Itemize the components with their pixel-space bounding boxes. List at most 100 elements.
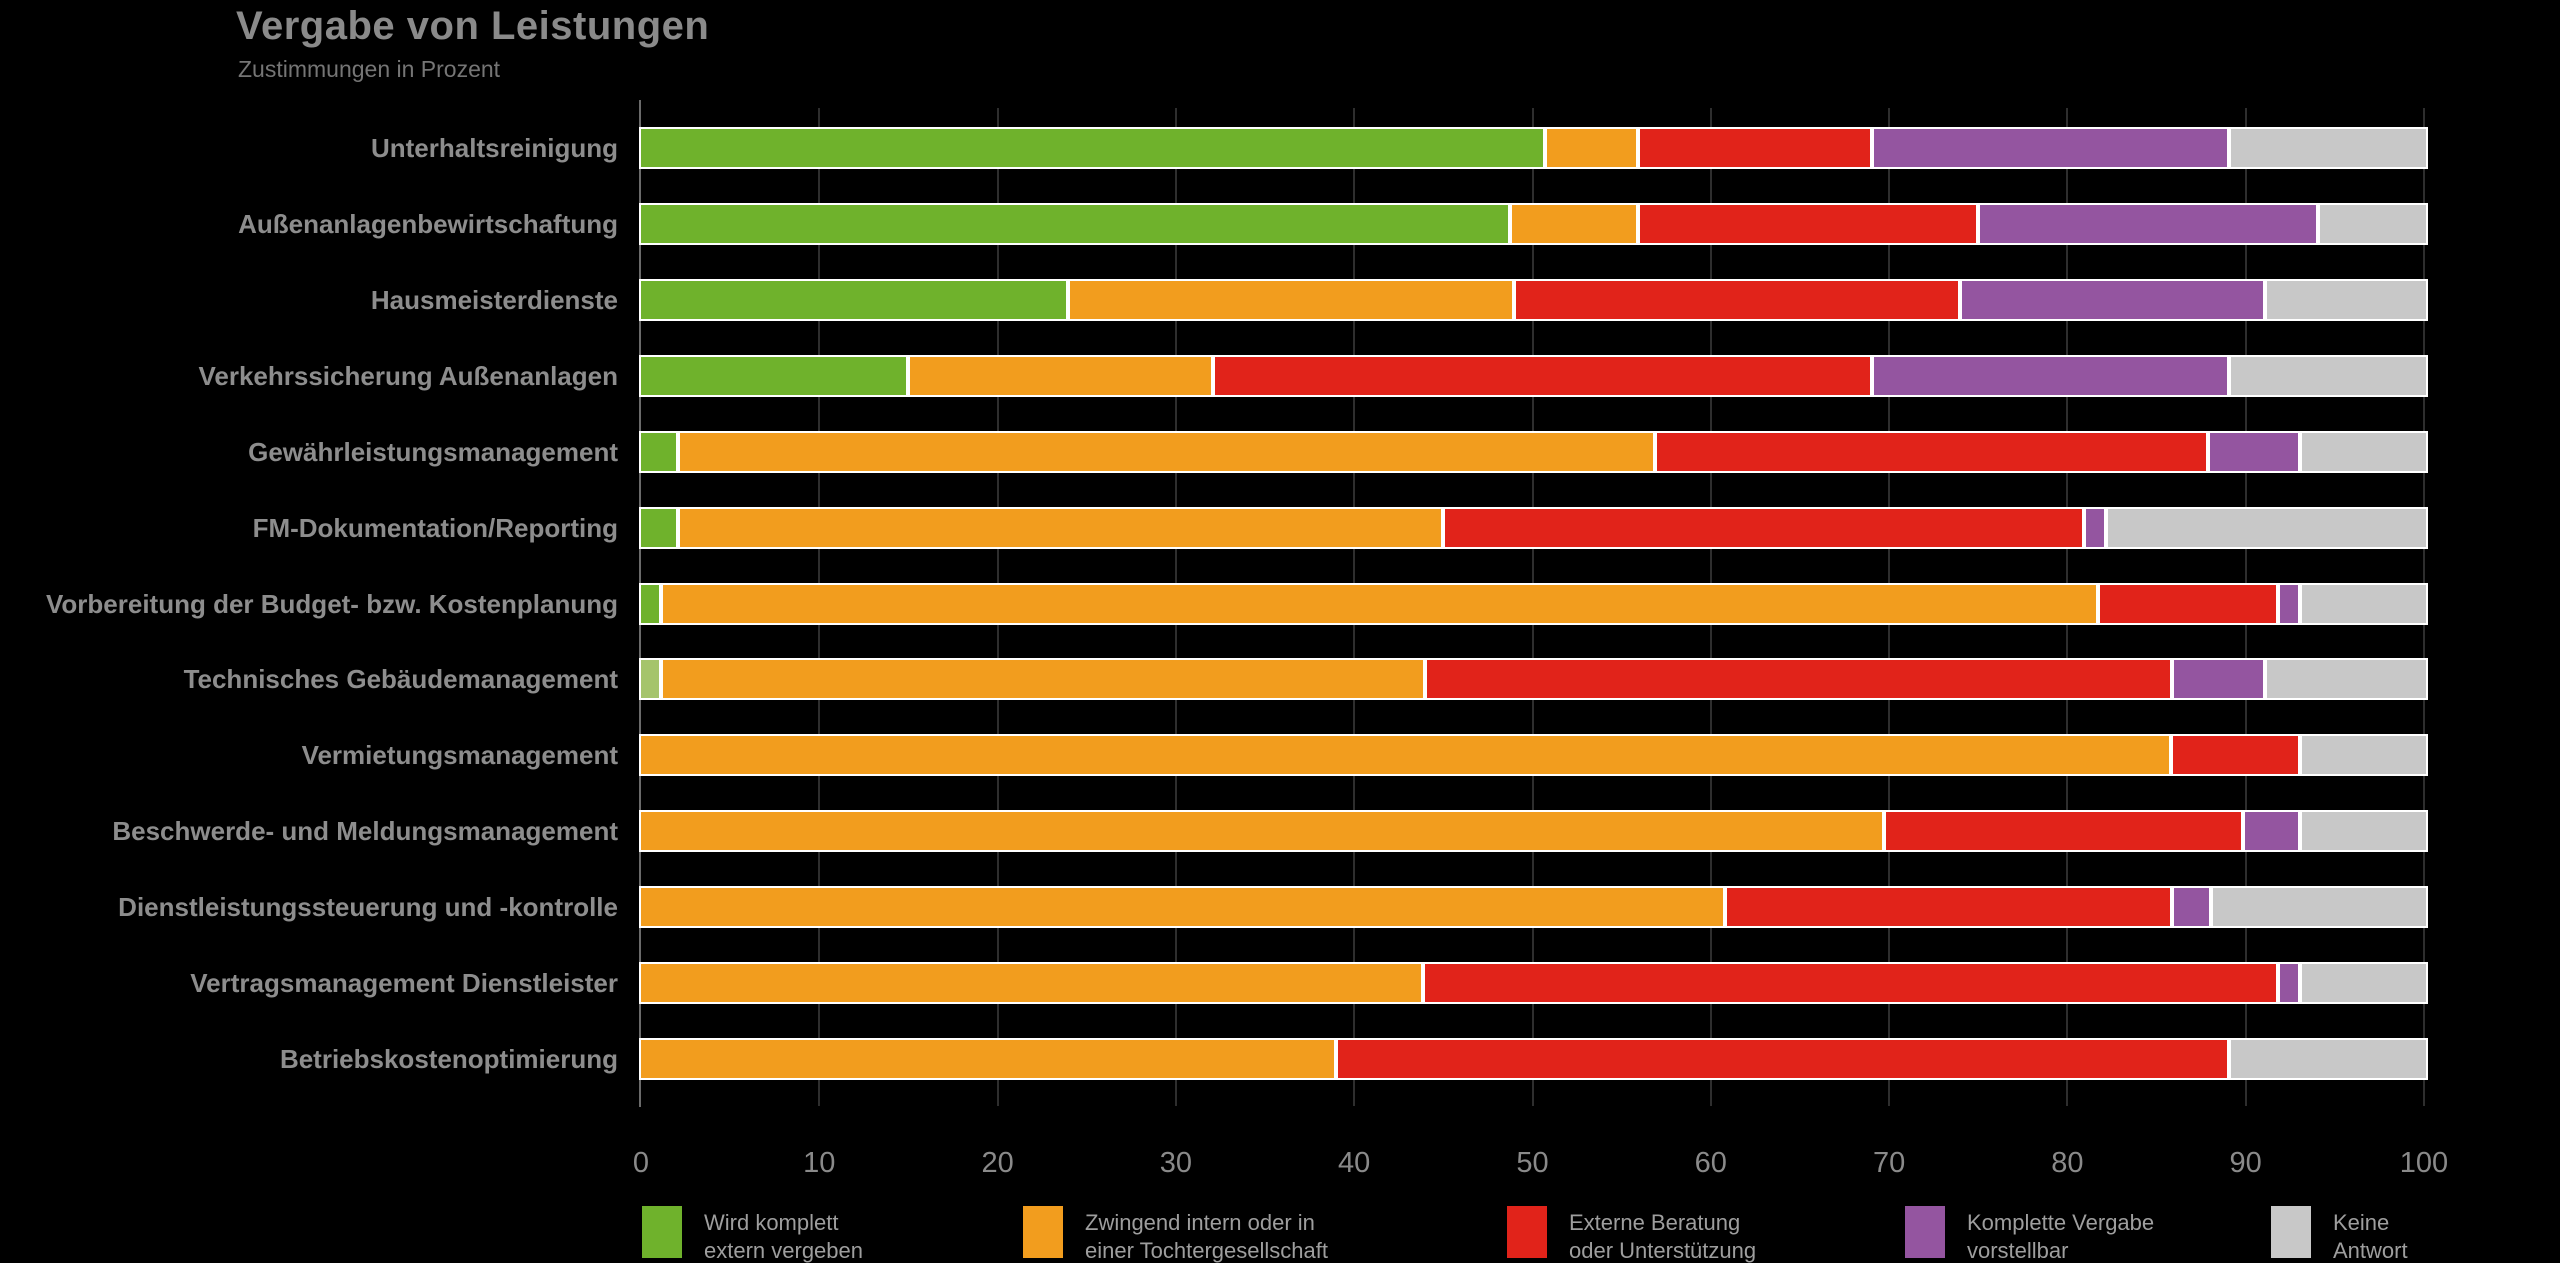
bar-segment [641, 129, 1544, 167]
x-tick-label-20: 20 [981, 1147, 1014, 1179]
bar-segment [1873, 129, 2228, 167]
bar-segment [641, 1040, 1335, 1078]
legend-label: Wird komplett extern vergeben [704, 1209, 863, 1263]
legend-label-line: Zwingend intern oder in [1085, 1210, 1315, 1235]
bar-row [639, 203, 2428, 245]
bar-segment [2231, 129, 2426, 167]
bar-segment [662, 660, 1424, 698]
bar-segment [1427, 660, 2171, 698]
bar-segment [2244, 812, 2298, 850]
x-tick-label-10: 10 [803, 1147, 836, 1179]
bar-segment [641, 888, 1723, 926]
bar-segment [1515, 281, 1959, 319]
category-label: Beschwerde- und Meldungsmanagement [112, 816, 618, 846]
bar-segment [641, 281, 1066, 319]
legend-swatch [1507, 1206, 1547, 1258]
bar-segment [2280, 964, 2298, 1002]
bar-segment [1886, 812, 2241, 850]
legend-label-line: Externe Beratung [1569, 1210, 1741, 1235]
bar-row [639, 127, 2428, 169]
legend-label: Zwingend intern oder in einer Tochtergese… [1085, 1209, 1328, 1263]
bar-row [639, 507, 2428, 549]
bar-segment [2266, 660, 2426, 698]
bar-row [639, 279, 2428, 321]
bar-segment [1962, 281, 2263, 319]
category-label: Vertragsmanagement Dienstleister [190, 968, 618, 998]
bar-segment [1639, 129, 1870, 167]
legend-swatch [1905, 1206, 1945, 1258]
bar-segment [910, 357, 1212, 395]
x-tick-label-40: 40 [1338, 1147, 1371, 1179]
legend-swatch [642, 1206, 682, 1258]
bar-segment [2302, 585, 2426, 623]
bar-segment [1511, 205, 1636, 243]
bar-segment [2230, 1040, 2426, 1078]
bar-row [639, 886, 2428, 928]
legend-label: Externe Beratung oder Unterstützung [1569, 1209, 1756, 1263]
category-label: FM-Dokumentation/Reporting [252, 513, 618, 543]
bar-segment [2174, 660, 2263, 698]
bar-segment [1445, 509, 2082, 547]
bar-segment [641, 812, 1883, 850]
bar-segment [1873, 357, 2228, 395]
legend-label: Komplette Vergabe vorstellbar [1967, 1209, 2154, 1263]
x-tick-label-50: 50 [1516, 1147, 1549, 1179]
bar-segment [641, 357, 907, 395]
legend-label: Keine Antwort [2333, 1209, 2408, 1263]
bar-segment [662, 585, 2096, 623]
bar-segment [1979, 205, 2316, 243]
x-tick-label-0: 0 [632, 1147, 650, 1179]
bar-row [639, 734, 2428, 776]
bar-segment [680, 433, 1654, 471]
legend-label-line: Komplette Vergabe [1967, 1210, 2155, 1235]
bar-segment [641, 964, 1422, 1002]
category-label: Vermietungsmanagement [301, 740, 618, 770]
bar-segment [1215, 357, 1870, 395]
bar-segment [1657, 433, 2206, 471]
legend-label-line: oder Unterstützung [1569, 1238, 1757, 1263]
bar-segment [641, 205, 1508, 243]
bar-segment [641, 585, 659, 623]
legend-label-line: Antwort [2333, 1238, 2408, 1263]
bar-segment [641, 509, 677, 547]
bar-row [639, 431, 2428, 473]
legend-label-line: extern vergeben [704, 1238, 863, 1263]
bar-row [639, 355, 2428, 397]
bar-segment [2173, 736, 2298, 774]
bar-segment [2231, 357, 2426, 395]
legend-swatch [1023, 1206, 1063, 1258]
category-label: Technisches Gebäudemanagement [183, 664, 618, 694]
bar-segment [1547, 129, 1636, 167]
category-label: Verkehrssicherung Außenanlagen [198, 361, 618, 391]
bar-segment [641, 660, 659, 698]
bar-row [639, 658, 2428, 700]
category-label: Gewährleistungsmanagement [248, 437, 618, 467]
bar-row [639, 583, 2428, 625]
category-label: Unterhaltsreinigung [370, 133, 618, 163]
bar-segment [2209, 433, 2299, 471]
bar-segment [680, 509, 1442, 547]
bar-segment [2280, 585, 2299, 623]
bar-segment [1069, 281, 1512, 319]
legend-label-line: vorstellbar [1967, 1238, 2069, 1263]
category-label: Vorbereitung der Budget- bzw. Kostenplan… [46, 589, 618, 619]
bar-segment [2301, 736, 2426, 774]
bar-segment [2213, 888, 2426, 926]
x-tick-label-60: 60 [1694, 1147, 1727, 1179]
bar-segment [2085, 509, 2104, 547]
legend-label-line: Keine [2333, 1210, 2390, 1235]
bar-segment [1639, 205, 1976, 243]
bar-segment [2266, 281, 2426, 319]
bar-segment [2301, 964, 2427, 1002]
bar-row [639, 962, 2428, 1004]
bar-row [639, 1038, 2428, 1080]
category-label: Außenanlagenbewirtschaftung [238, 209, 618, 239]
bar-segment [1726, 888, 2170, 926]
bar-segment [1338, 1040, 2227, 1078]
bar-segment [2173, 888, 2210, 926]
bar-segment [1425, 964, 2277, 1002]
bar-segment [641, 736, 2170, 774]
x-tick-label-100: 100 [2399, 1147, 2449, 1179]
legend-label-line: einer Tochtergesellschaft [1085, 1238, 1328, 1263]
